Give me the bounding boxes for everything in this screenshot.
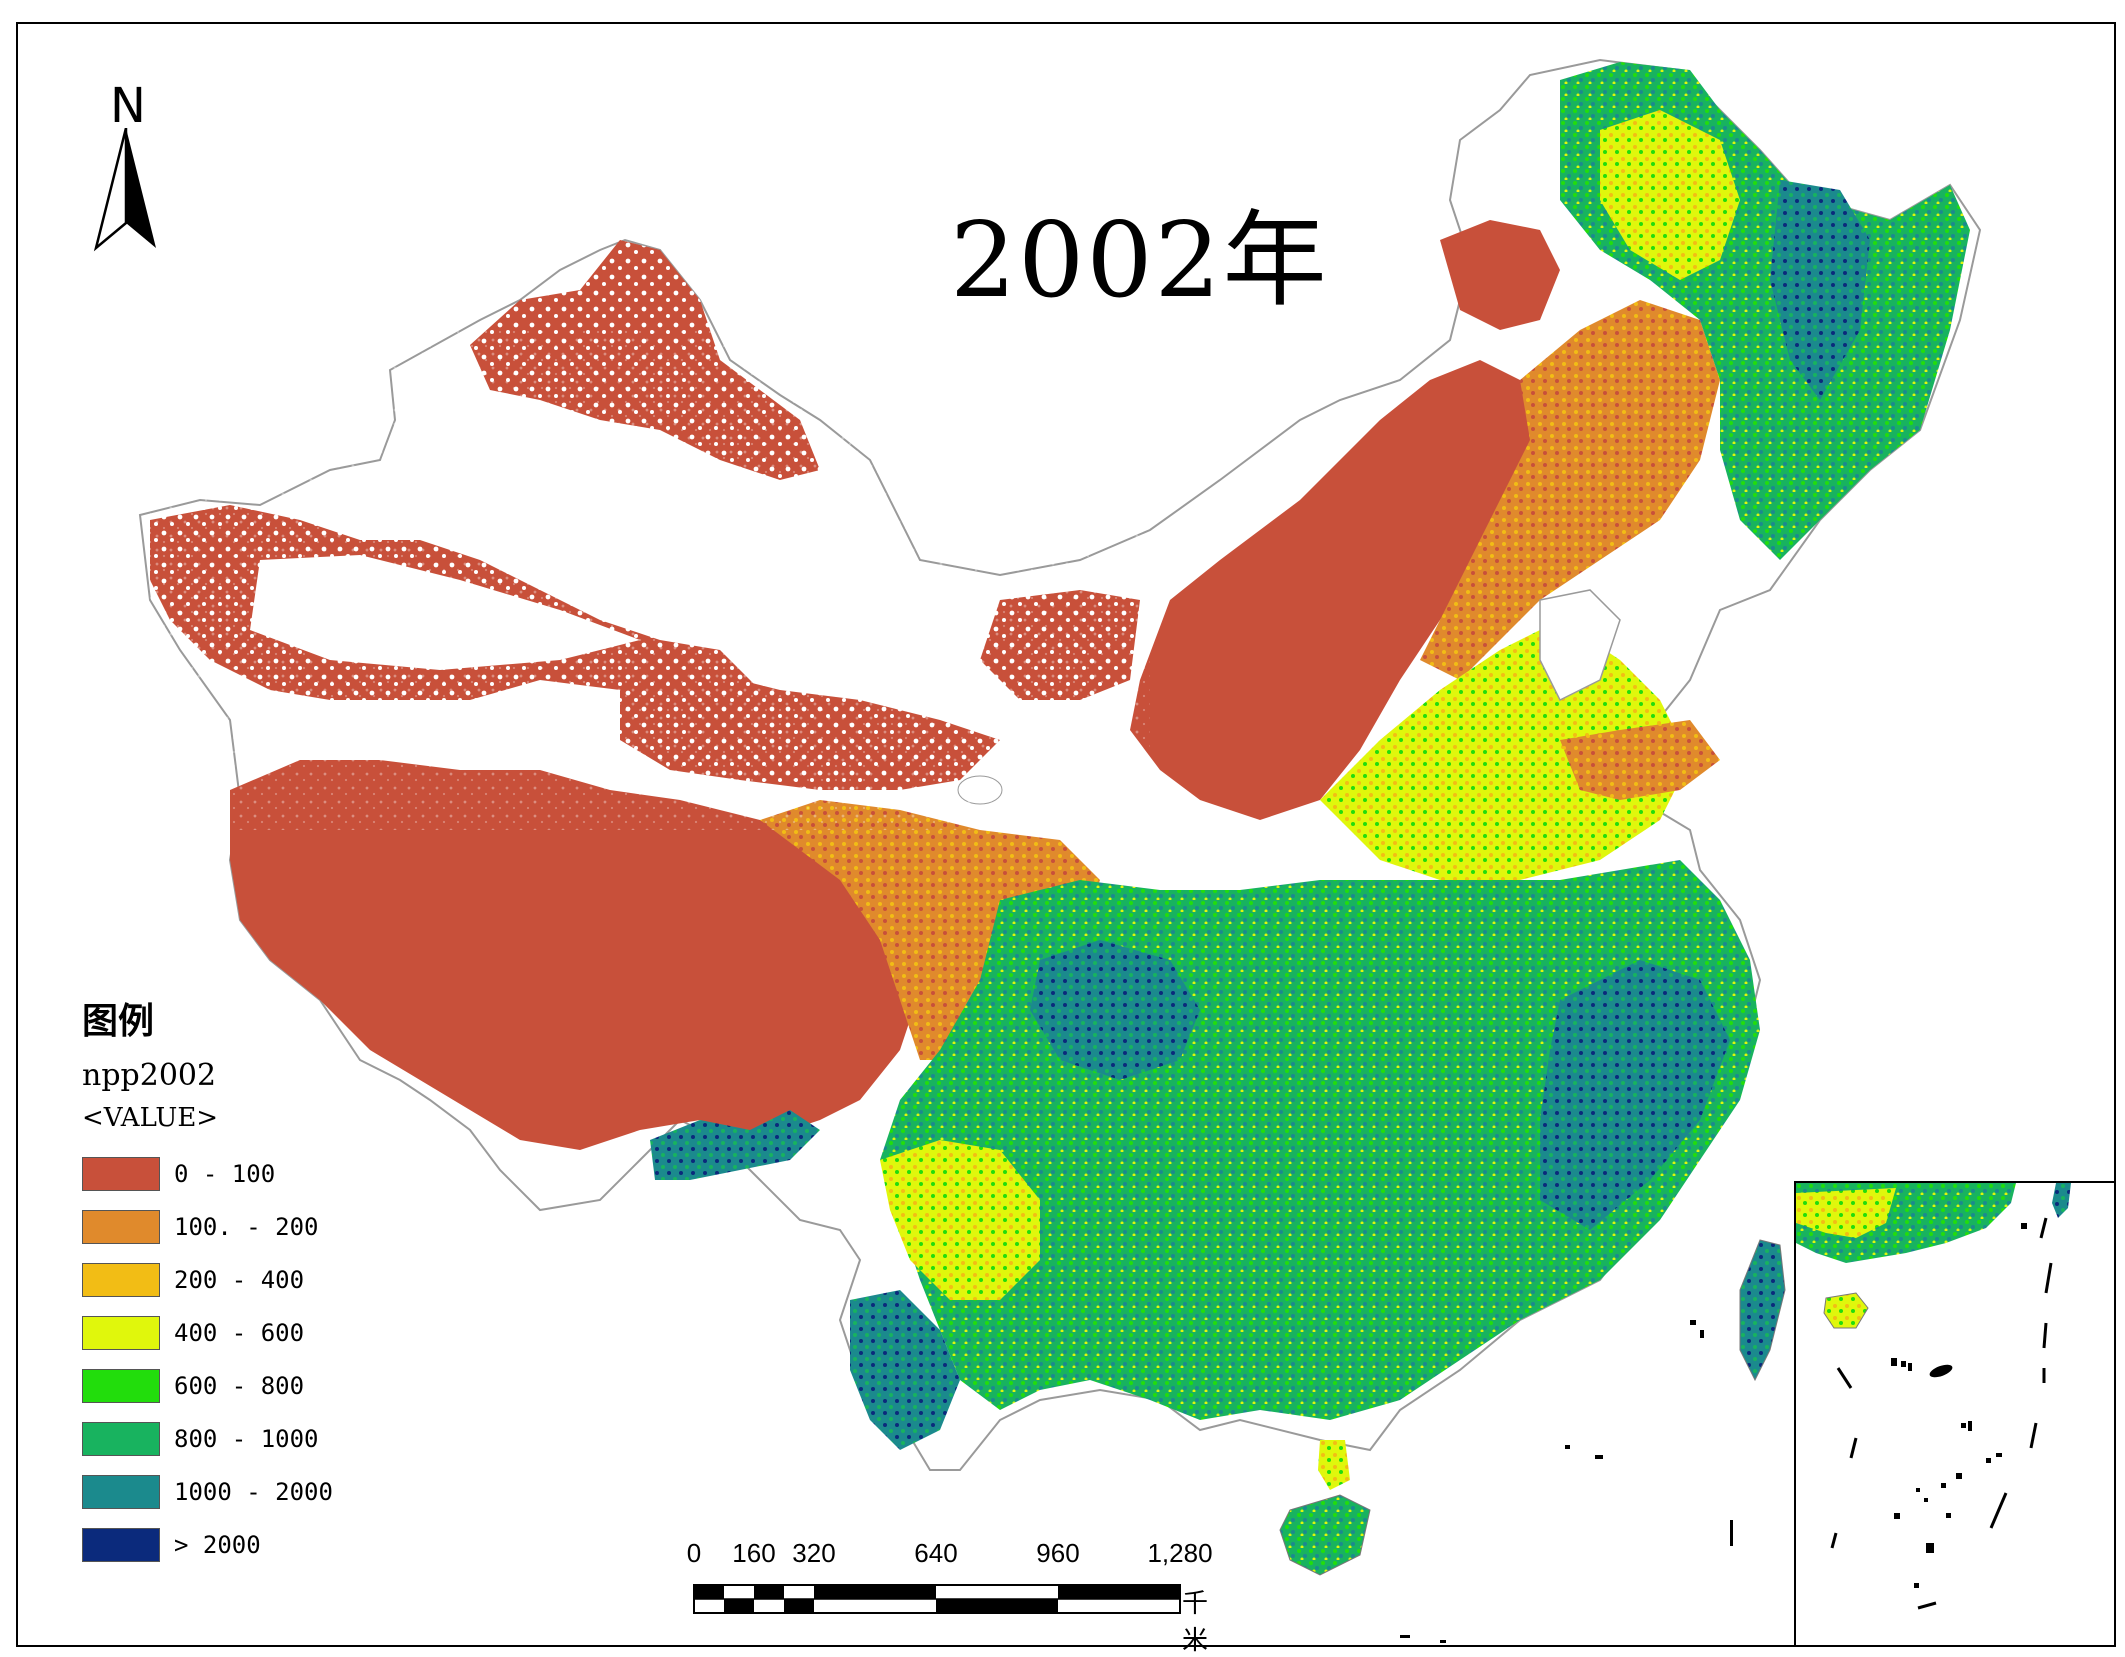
legend-heading: 图例 <box>82 1001 155 1042</box>
scale-label: 320 <box>792 1538 836 1568</box>
legend-label: 1000 - 2000 <box>174 1477 333 1506</box>
inset-hainan <box>1823 1292 1869 1329</box>
scale-label: 1,280 <box>1147 1538 1213 1568</box>
legend-swatch <box>82 1474 160 1509</box>
south-china-sea-inset <box>1794 1181 2116 1647</box>
north-arrow-icon <box>93 128 156 252</box>
scale-unit: 千米 <box>1182 1589 1209 1656</box>
leizhou-peninsula <box>1318 1440 1350 1490</box>
legend-label: 800 - 1000 <box>174 1424 319 1453</box>
scale-labels: 0 160 320 640 960 1,280 <box>687 1538 1232 1574</box>
legend-label: 400 - 600 <box>174 1318 305 1347</box>
coastal-islands <box>1400 1320 1733 1643</box>
legend-row: > 2000 <box>82 1518 402 1571</box>
legend-swatch <box>82 1421 160 1456</box>
legend-swatch <box>82 1156 160 1191</box>
northeast-yellow <box>1600 110 1740 280</box>
legend-swatch <box>82 1262 160 1297</box>
scale-label: 960 <box>1036 1538 1080 1568</box>
bohai-sea <box>1539 589 1621 702</box>
yunnan-yellow <box>880 1140 1040 1300</box>
hainan-island <box>1279 1494 1371 1576</box>
map-title: 2002年 <box>950 199 1329 321</box>
scale-bar-graphic <box>693 1584 1181 1614</box>
legend-row: 600 - 800 <box>82 1359 402 1412</box>
legend-label: 600 - 800 <box>174 1371 305 1400</box>
legend-row: 100. - 200 <box>82 1200 402 1253</box>
legend-label: > 2000 <box>174 1530 261 1559</box>
inset-taiwan <box>2052 1183 2071 1218</box>
legend-swatch <box>82 1209 160 1244</box>
legend-label: 0 - 100 <box>174 1159 276 1188</box>
legend-row: 400 - 600 <box>82 1306 402 1359</box>
scale-label: 0 <box>686 1538 702 1568</box>
legend-label: 100. - 200 <box>174 1212 319 1241</box>
inset-islands <box>1891 1223 2027 1588</box>
xishuangbanna-teal <box>850 1290 960 1450</box>
himalaya-teal <box>650 1110 820 1180</box>
tibet-region <box>230 760 920 1150</box>
shandong-peninsula <box>1560 720 1720 800</box>
inset-map-graphic <box>1796 1183 2071 1610</box>
legend: 图例 npp2002 <VALUE> 0 - 100 100. - 200 200 … <box>82 992 402 1571</box>
hulunbuir-region <box>1440 220 1560 330</box>
inset-dash-line <box>1830 1217 2053 1610</box>
scale-label: 160 <box>732 1538 776 1568</box>
changbai-teal <box>1770 180 1870 400</box>
legend-field-name: <VALUE> <box>82 1103 219 1133</box>
northeast-transition <box>1420 300 1720 680</box>
north-label: N <box>110 78 146 134</box>
legend-classes: 0 - 100 100. - 200 200 - 400 400 - 600 600 -… <box>82 1147 402 1571</box>
taiwan-island <box>1739 1239 1786 1382</box>
legend-row: 200 - 400 <box>82 1253 402 1306</box>
legend-layer-name: npp2002 <box>82 1058 217 1093</box>
southeast-teal <box>1540 960 1730 1230</box>
legend-swatch <box>82 1368 160 1403</box>
legend-swatch <box>82 1315 160 1350</box>
north-china-plain <box>1320 620 1690 880</box>
inset-mainland-yellow <box>1796 1188 1896 1238</box>
legend-label: 200 - 400 <box>174 1265 305 1294</box>
legend-row: 0 - 100 <box>82 1147 402 1200</box>
legend-row: 800 - 1000 <box>82 1412 402 1465</box>
inner-mongolia-region <box>1130 360 1540 820</box>
scale-label: 640 <box>914 1538 958 1568</box>
sichuan-basin <box>1030 940 1200 1080</box>
legend-swatch <box>82 1527 160 1562</box>
legend-row: 1000 - 2000 <box>82 1465 402 1518</box>
